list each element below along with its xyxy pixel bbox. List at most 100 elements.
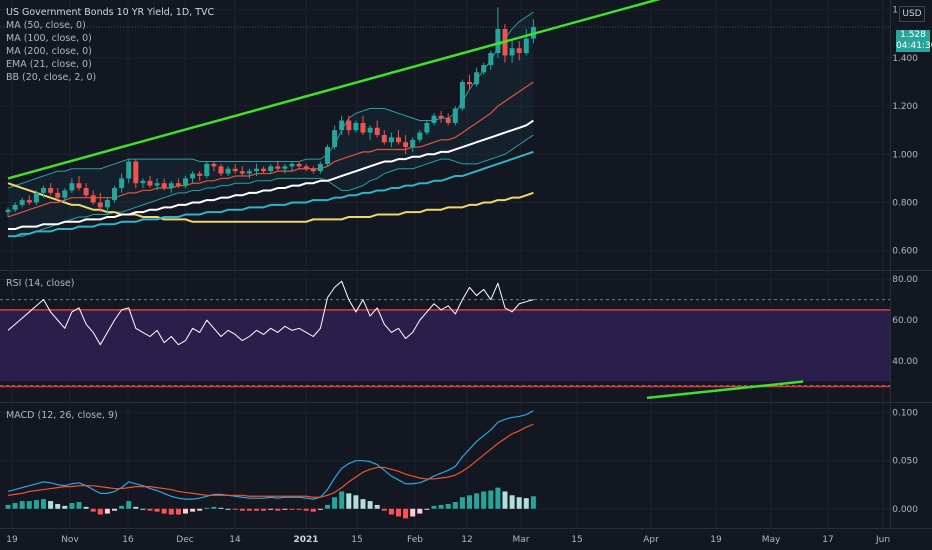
macd-histogram-bar <box>69 503 75 509</box>
rsi-band <box>0 309 890 382</box>
macd-histogram-bar <box>76 502 82 509</box>
macd-histogram-bar <box>104 508 110 514</box>
price-tick-label: 0.050 <box>892 457 918 467</box>
candle-body <box>332 130 338 148</box>
macd-histogram-bar <box>190 508 196 512</box>
price-tick-label: 0.100 <box>892 409 918 419</box>
price-tick-label: 40.00 <box>892 357 918 367</box>
candle-body <box>69 183 75 191</box>
macd-histogram-bar <box>474 493 480 509</box>
price-pane[interactable] <box>0 0 890 238</box>
candle-body <box>41 188 46 193</box>
price-tick-label: 60.00 <box>892 316 918 326</box>
time-tick-label: Apr <box>643 535 659 545</box>
macd-histogram-bar <box>5 504 11 509</box>
macd-histogram-bar <box>268 508 274 510</box>
candle-body <box>33 192 39 203</box>
macd-histogram-bar <box>62 505 68 509</box>
candle-body <box>133 161 139 184</box>
macd-histogram-bar <box>90 508 96 512</box>
candle-body <box>488 53 494 66</box>
symbol-title[interactable]: US Government Bonds 10 YR Yield, 1D, TVC <box>6 7 215 18</box>
time-tick-label: May <box>762 535 781 545</box>
macd-histogram-bar <box>232 508 238 510</box>
candle-body <box>225 168 231 174</box>
macd-histogram-bar <box>55 503 61 509</box>
macd-histogram-bar <box>396 508 401 517</box>
candle-body <box>339 120 345 131</box>
candle-body <box>175 183 181 186</box>
candle-body <box>388 137 394 143</box>
countdown-timer: 04:41:30 <box>896 41 932 51</box>
macd-histogram-bar <box>360 499 366 509</box>
time-tick-label: 12 <box>461 535 472 545</box>
candle-body <box>452 108 458 123</box>
macd-histogram-bar <box>41 499 46 509</box>
time-tick-label: 16 <box>122 535 134 545</box>
candle-body <box>310 168 316 172</box>
candle-body <box>374 127 380 135</box>
rsi-line <box>7 280 534 346</box>
macd-histogram-bar <box>467 495 472 509</box>
price-tick-label: 1.200 <box>892 102 918 112</box>
time-axis[interactable]: 19 Nov 16 Dec 14 2021 15 Feb 12 Mar 15 Apr 19 May 17 Ju… <box>6 535 890 545</box>
legend-rsi[interactable]: RSI (14, close) <box>6 278 75 289</box>
macd-histogram-bar <box>410 508 416 517</box>
time-tick-label: 14 <box>229 535 241 545</box>
candle-body <box>509 48 515 56</box>
candle-body <box>474 72 480 85</box>
macd-histogram-bar <box>388 508 394 515</box>
macd-histogram-bar <box>346 493 352 509</box>
candle-body <box>104 200 110 208</box>
macd-histogram-bar <box>83 506 89 509</box>
legend-ema21[interactable]: EMA (21, close, 0) <box>6 59 92 70</box>
macd-histogram-bar <box>175 508 181 515</box>
price-axis[interactable]: 1.6001.4001.2001.0000.8000.60080.0060.00… <box>892 6 918 515</box>
candle-body <box>481 65 487 73</box>
macd-histogram-bar <box>168 508 174 515</box>
candle-body <box>254 168 259 172</box>
candle-body <box>467 81 472 85</box>
price-tick-label: 1.000 <box>892 150 918 160</box>
candle-body <box>424 122 430 133</box>
macd-histogram-bar <box>438 504 444 509</box>
price-tick-label: 0.600 <box>892 247 918 257</box>
legend-bb[interactable]: BB (20, close, 2, 0) <box>6 72 97 83</box>
macd-histogram-bar <box>154 508 160 512</box>
currency-badge[interactable]: USD <box>899 6 925 22</box>
candle-body <box>516 48 522 54</box>
candle-body <box>154 183 160 186</box>
macd-histogram-bar <box>417 508 423 514</box>
macd-histogram-bar <box>147 508 153 511</box>
legend-ma100[interactable]: MA (100, close, 0) <box>6 33 92 44</box>
candle-body <box>197 173 203 176</box>
macd-histogram-bar <box>126 501 132 509</box>
time-tick-label: Feb <box>407 535 423 545</box>
candle-body <box>90 195 96 203</box>
legend-macd[interactable]: MACD (12, 26, close, 9) <box>6 410 118 421</box>
rsi-pane[interactable] <box>0 280 890 400</box>
price-tick-label: 80.00 <box>892 275 918 285</box>
macd-histogram-bar <box>317 508 323 510</box>
candle-body <box>19 200 25 205</box>
macd-histogram-bar <box>275 508 281 511</box>
time-tick-label: 17 <box>822 535 833 545</box>
macd-histogram-bar <box>530 496 536 509</box>
candle-body <box>367 127 373 133</box>
macd-pane[interactable] <box>5 410 536 519</box>
macd-histogram-bar <box>481 491 487 509</box>
macd-histogram-bar <box>19 501 25 509</box>
legend-ma200[interactable]: MA (200, close, 0) <box>6 46 92 57</box>
time-tick-label: 19 <box>6 535 18 545</box>
macd-histogram-bar <box>488 490 494 509</box>
candle-body <box>190 173 196 179</box>
macd-histogram-bar <box>374 504 380 509</box>
macd-histogram-bar <box>133 506 139 509</box>
macd-histogram-bar <box>381 508 387 511</box>
candle-body <box>317 163 323 172</box>
macd-histogram-bar <box>509 495 515 509</box>
macd-histogram-bar <box>211 506 217 509</box>
legend-ma50[interactable]: MA (50, close, 0) <box>6 20 86 31</box>
candle-body <box>62 190 68 198</box>
